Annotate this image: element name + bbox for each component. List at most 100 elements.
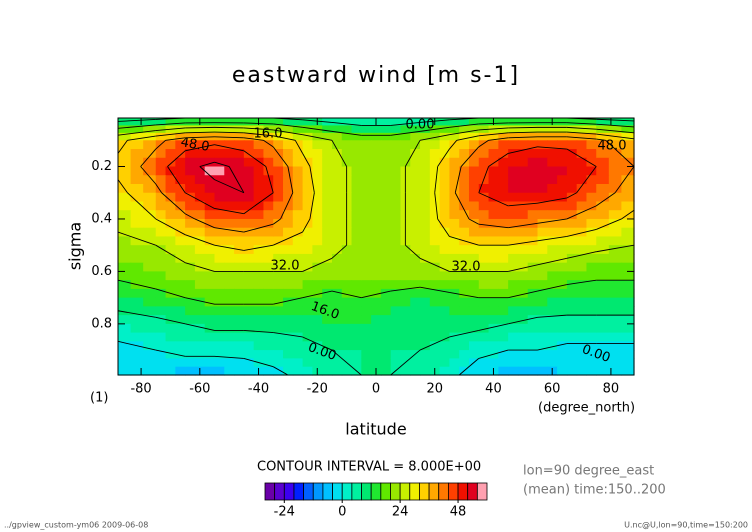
field-cell: [204, 227, 216, 238]
contour-line: [488, 137, 509, 141]
field-cell: [185, 271, 196, 281]
field-cell: [498, 366, 509, 376]
field-cell: [331, 245, 343, 255]
contour-line: [537, 343, 567, 351]
field-cell: [429, 315, 441, 325]
field-cell: [439, 183, 451, 194]
field-cell: [586, 125, 597, 134]
field-cell: [118, 341, 132, 351]
field-cell: [118, 118, 132, 127]
contour-line: [214, 161, 230, 167]
field-cell: [143, 253, 157, 264]
contour-line: [434, 166, 439, 193]
field-cell: [547, 183, 558, 194]
field-cell: [576, 262, 588, 273]
contour-line: [508, 131, 538, 134]
field-cell: [488, 271, 499, 281]
field-cell: [351, 210, 362, 220]
field-cell: [586, 245, 597, 255]
field-cell: [566, 315, 578, 325]
field-cell: [488, 245, 499, 255]
field-cell: [537, 297, 548, 307]
contour-line: [478, 166, 489, 193]
field-cell: [459, 227, 470, 238]
field-cell: [596, 332, 610, 342]
field-cell: [292, 297, 304, 307]
field-cell: [498, 157, 509, 168]
field-cell: [410, 332, 421, 342]
field-cell: [341, 297, 353, 307]
field-cell: [410, 192, 421, 203]
field-cell: [498, 280, 509, 290]
field-cell: [400, 297, 411, 307]
field-cell: [429, 306, 441, 316]
field-cell: [273, 157, 284, 168]
field-cell: [608, 323, 623, 334]
field-cell: [390, 125, 402, 134]
field-cell: [478, 245, 490, 255]
field-cell: [566, 288, 578, 299]
field-cell: [263, 201, 274, 211]
field-cell: [175, 341, 186, 351]
field-cell: [143, 125, 157, 134]
field-cell: [351, 227, 362, 238]
field-cell: [586, 341, 597, 351]
field-cell: [351, 253, 362, 264]
field-cell: [341, 288, 353, 299]
field-cell: [459, 358, 470, 368]
field-cell: [341, 245, 353, 255]
field-cell: [263, 253, 274, 264]
field-cell: [143, 306, 157, 316]
field-cell: [608, 218, 623, 229]
field-cell: [449, 183, 460, 194]
field-cell: [351, 271, 362, 281]
field-cell: [234, 118, 245, 127]
field-cell: [576, 175, 588, 185]
field-cell: [175, 192, 186, 203]
field-cell: [420, 175, 431, 185]
field-cell: [420, 253, 431, 264]
contour-line: [302, 257, 333, 272]
field-cell: [380, 140, 392, 150]
field-cell: [508, 245, 519, 255]
field-cell: [322, 341, 333, 351]
contour-line: [265, 166, 274, 193]
contour-interval: CONTOUR INTERVAL = 8.000E+00: [257, 460, 481, 475]
field-cell: [527, 297, 539, 307]
field-cell: [331, 236, 343, 246]
field-cell: [185, 315, 196, 325]
field-cell: [204, 262, 216, 273]
field-cell: [351, 125, 362, 134]
field-cell: [243, 166, 255, 176]
field-cell: [155, 366, 167, 376]
field-cell: [527, 280, 539, 290]
colorbar-box: [332, 482, 343, 501]
field-cell: [143, 201, 157, 211]
field-cell: [537, 166, 548, 176]
field-cell: [175, 166, 186, 176]
field-cell: [331, 262, 343, 273]
field-cell: [586, 288, 597, 299]
field-cell: [204, 118, 216, 127]
field-cell: [351, 218, 362, 229]
contour-line: [302, 126, 333, 132]
contour-line: [309, 166, 315, 193]
field-cell: [537, 288, 548, 299]
field-cell: [361, 245, 372, 255]
field-cell: [155, 192, 167, 203]
field-cell: [429, 341, 441, 351]
field-cell: [596, 271, 610, 281]
field-cell: [527, 366, 539, 376]
field-cell: [547, 227, 558, 238]
field-cell: [214, 175, 225, 185]
field-cell: [498, 271, 509, 281]
field-cell: [547, 149, 558, 159]
field-cell: [380, 297, 392, 307]
colorbar-box: [438, 482, 449, 501]
field-cell: [292, 132, 304, 141]
field-cell: [312, 297, 323, 307]
field-cell: [185, 183, 196, 194]
field-cell: [566, 183, 578, 194]
field-cell: [292, 253, 304, 264]
